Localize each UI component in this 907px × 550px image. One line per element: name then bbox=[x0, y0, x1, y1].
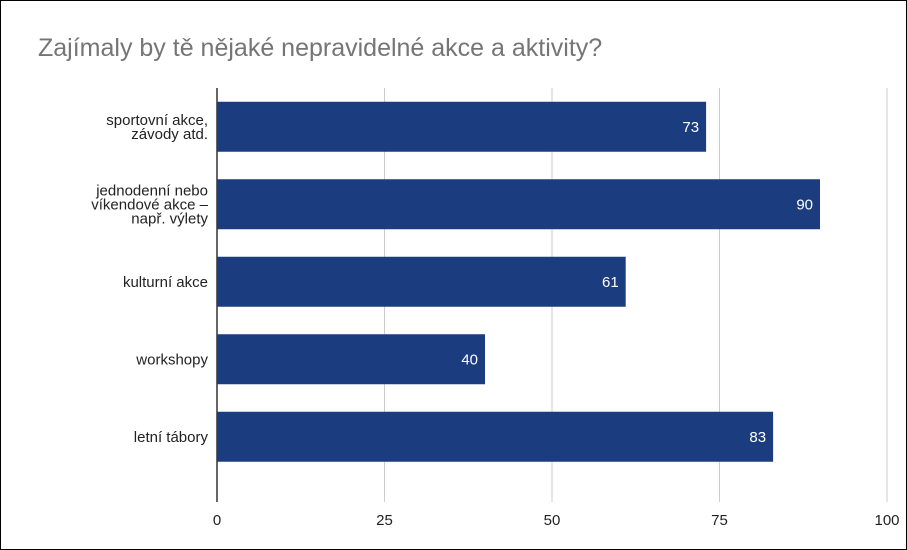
x-tick-label: 75 bbox=[711, 512, 728, 529]
category-label: sportovní akce, bbox=[106, 112, 208, 129]
data-label: 83 bbox=[749, 429, 766, 446]
bar bbox=[217, 256, 626, 307]
x-tick-label: 50 bbox=[544, 512, 561, 529]
category-label: např. výlety bbox=[131, 210, 208, 227]
chart-title: Zajímaly by tě nějaké nepravidelné akce … bbox=[38, 34, 603, 62]
category-label: víkendové akce – bbox=[91, 196, 208, 213]
bar bbox=[217, 334, 485, 385]
data-label: 90 bbox=[796, 196, 813, 213]
category-label: letní tábory bbox=[134, 429, 209, 446]
x-tick-label: 0 bbox=[213, 512, 221, 529]
x-tick-label: 100 bbox=[874, 512, 899, 529]
x-tick-label: 25 bbox=[376, 512, 393, 529]
data-label: 40 bbox=[461, 351, 478, 368]
bar bbox=[217, 411, 774, 462]
data-label: 61 bbox=[602, 274, 619, 291]
data-label: 73 bbox=[682, 119, 699, 136]
bar bbox=[217, 101, 707, 152]
category-label: závody atd. bbox=[131, 126, 208, 143]
category-label: kulturní akce bbox=[123, 274, 208, 291]
bar bbox=[217, 179, 820, 230]
category-label: workshopy bbox=[135, 351, 208, 368]
category-label: jednodenní nebo bbox=[95, 182, 208, 199]
